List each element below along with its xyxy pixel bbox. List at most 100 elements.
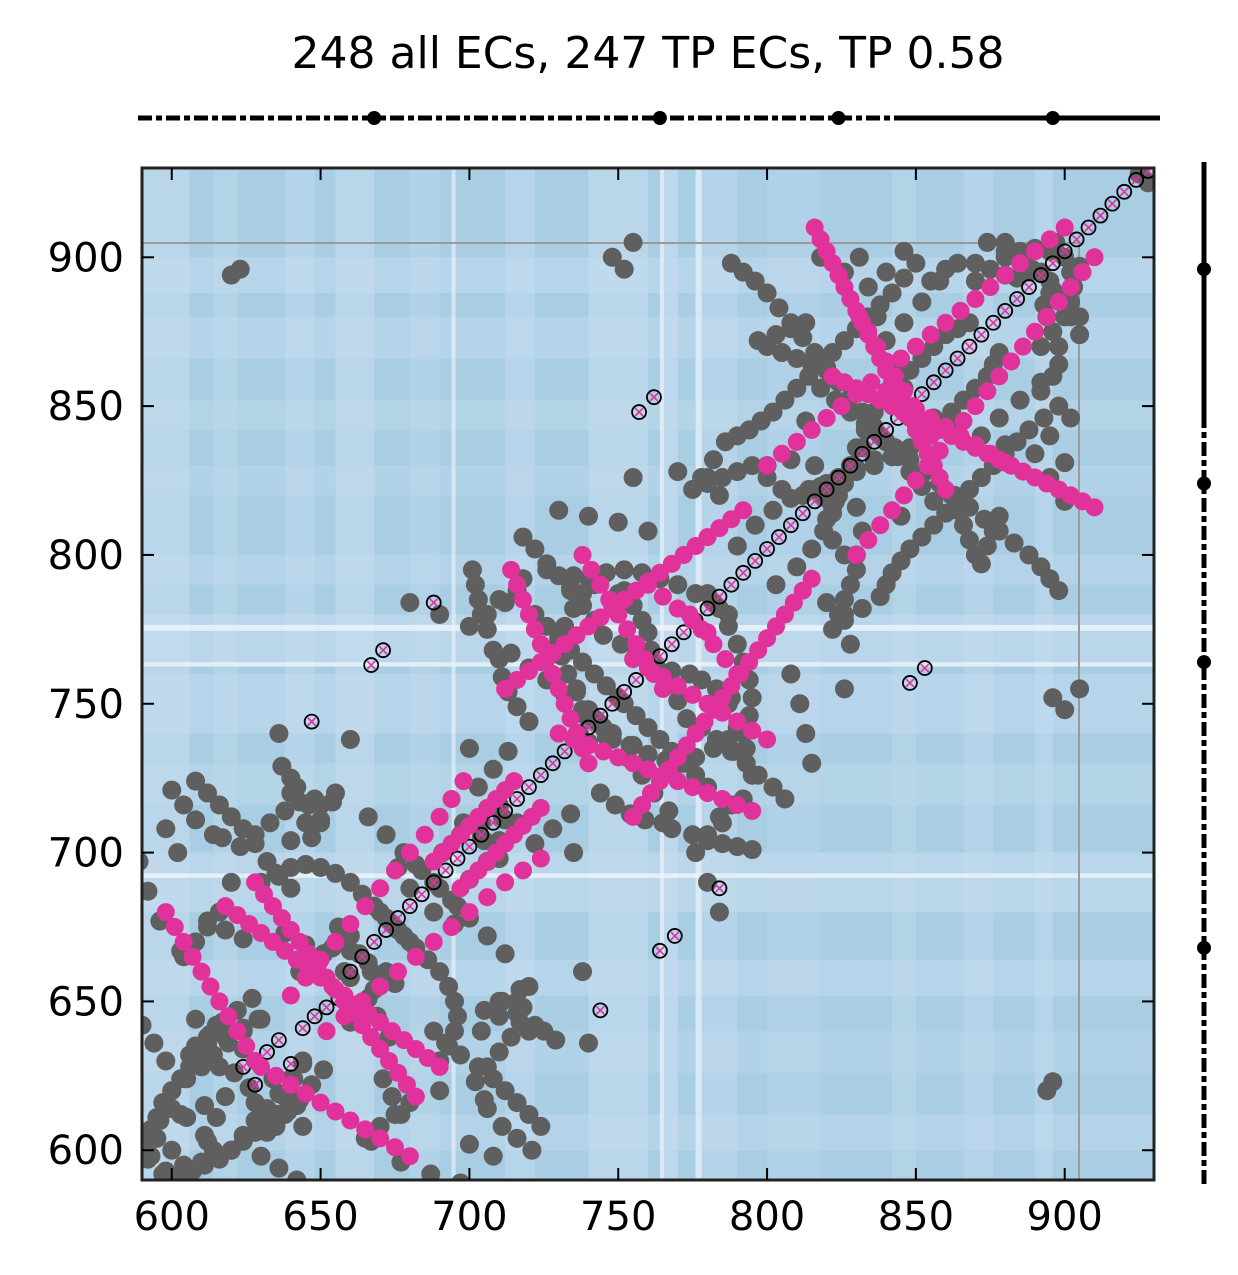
structure-contact-point	[650, 729, 670, 749]
structure-boundary-box	[142, 242, 1080, 1180]
structure-contact-point	[894, 313, 914, 333]
structure-contact-point	[251, 1146, 271, 1166]
plot-frame	[140, 166, 1156, 1182]
structure-contact-point	[311, 857, 331, 877]
false-positive-point	[401, 898, 418, 915]
structure-contact-point	[495, 593, 515, 613]
structure-contact-point	[980, 259, 1000, 279]
structure-contact-point	[721, 253, 741, 273]
false-positive-point	[461, 838, 478, 855]
true-positive-point	[639, 760, 657, 779]
structure-contact-point	[1025, 444, 1045, 464]
true-positive-point	[519, 605, 538, 624]
false-positive-point	[366, 933, 383, 950]
true-positive-point	[537, 650, 556, 669]
structure-contact-point	[507, 697, 527, 717]
bg-stripe	[142, 1114, 1154, 1151]
true-positive-point	[1025, 242, 1044, 261]
true-positive-point	[772, 444, 791, 463]
structure-contact-point	[358, 807, 378, 827]
true-positive-point	[371, 879, 390, 898]
false-positive-point	[1068, 231, 1085, 248]
structure-contact-point	[882, 283, 902, 303]
track-marker	[1197, 940, 1211, 955]
false-positive-point	[306, 1008, 323, 1025]
structure-contact-point	[281, 783, 301, 803]
true-positive-point	[335, 1007, 354, 1026]
structure-contact-point	[489, 1042, 509, 1062]
chart-title: 248 all ECs, 247 TP ECs, TP 0.58	[292, 28, 1005, 79]
structure-contact-point	[602, 247, 622, 267]
structure-contact-point	[712, 834, 732, 854]
false-positive-point	[592, 1002, 609, 1019]
structure-contact-point	[959, 530, 979, 550]
true-positive-point	[326, 932, 345, 951]
false-positive-point	[604, 695, 621, 712]
structure-contact-point	[623, 468, 643, 488]
structure-contact-point	[192, 1152, 212, 1172]
structure-contact-point	[775, 789, 795, 809]
structure-contact-point	[549, 500, 569, 520]
true-positive-point	[513, 861, 532, 880]
true-positive-point	[805, 218, 824, 237]
structure-contact-point	[611, 634, 631, 654]
false-positive-point	[1128, 172, 1145, 188]
true-positive-point	[1002, 352, 1021, 371]
structure-contact-point	[867, 307, 887, 327]
structure-contact-point	[142, 881, 158, 901]
true-positive-point	[1040, 230, 1059, 249]
structure-contact-point	[269, 866, 289, 886]
true-positive-point	[442, 918, 461, 936]
structure-contact-point	[727, 536, 747, 556]
true-positive-point	[758, 456, 777, 475]
structure-contact-point	[709, 807, 729, 827]
true-positive-point	[653, 587, 672, 606]
structure-contact-point	[989, 408, 1009, 428]
false-positive-point	[1032, 267, 1049, 284]
structure-contact-point	[445, 991, 465, 1011]
false-positive-point	[318, 999, 335, 1016]
top-secondary-structure-track	[138, 111, 1160, 125]
true-positive-point	[1055, 218, 1074, 237]
structure-contact-point	[977, 232, 997, 252]
structure-contact-point	[373, 1069, 393, 1089]
true-positive-point	[894, 486, 913, 505]
structure-contact-point	[736, 753, 756, 773]
structure-contact-point	[197, 1036, 217, 1056]
structure-contact-point	[519, 977, 539, 997]
structure-contact-point	[623, 232, 643, 252]
structure-contact-point	[260, 813, 280, 833]
false-positive-point	[747, 552, 764, 569]
true-positive-point	[281, 1075, 300, 1094]
false-positive-point	[663, 636, 680, 653]
structure-contact-point	[421, 1164, 441, 1180]
structure-contact-point	[1043, 322, 1063, 342]
true-positive-point	[406, 947, 425, 966]
structure-contact-point	[221, 1140, 241, 1160]
structure-contact-point	[230, 837, 250, 857]
true-positive-point	[636, 650, 655, 669]
true-positive-point	[543, 665, 562, 683]
structure-contact-point	[900, 450, 920, 470]
structure-contact-point	[245, 1110, 265, 1130]
structure-contact-point	[614, 560, 634, 580]
structure-contact-point	[974, 509, 994, 529]
structure-contact-point	[156, 819, 176, 839]
false-positive-point	[631, 404, 647, 420]
y-tick-label: 800	[48, 533, 124, 579]
structure-contact-point	[593, 625, 613, 645]
structure-contact-point	[448, 1006, 468, 1026]
structure-contact-point	[465, 1072, 485, 1092]
false-positive-point	[354, 948, 371, 965]
structure-contact-point	[626, 706, 646, 726]
structure-contact-point	[311, 810, 331, 830]
true-positive-point	[594, 742, 613, 761]
structure-contact-point	[677, 709, 697, 729]
structure-contact-point	[168, 843, 188, 863]
false-positive-point	[985, 314, 1002, 331]
true-positive-point	[573, 545, 592, 564]
false-positive-point	[949, 350, 966, 367]
structure-contact-point	[424, 1021, 444, 1041]
true-positive-point	[341, 1111, 360, 1130]
structure-contact-point	[296, 854, 316, 874]
